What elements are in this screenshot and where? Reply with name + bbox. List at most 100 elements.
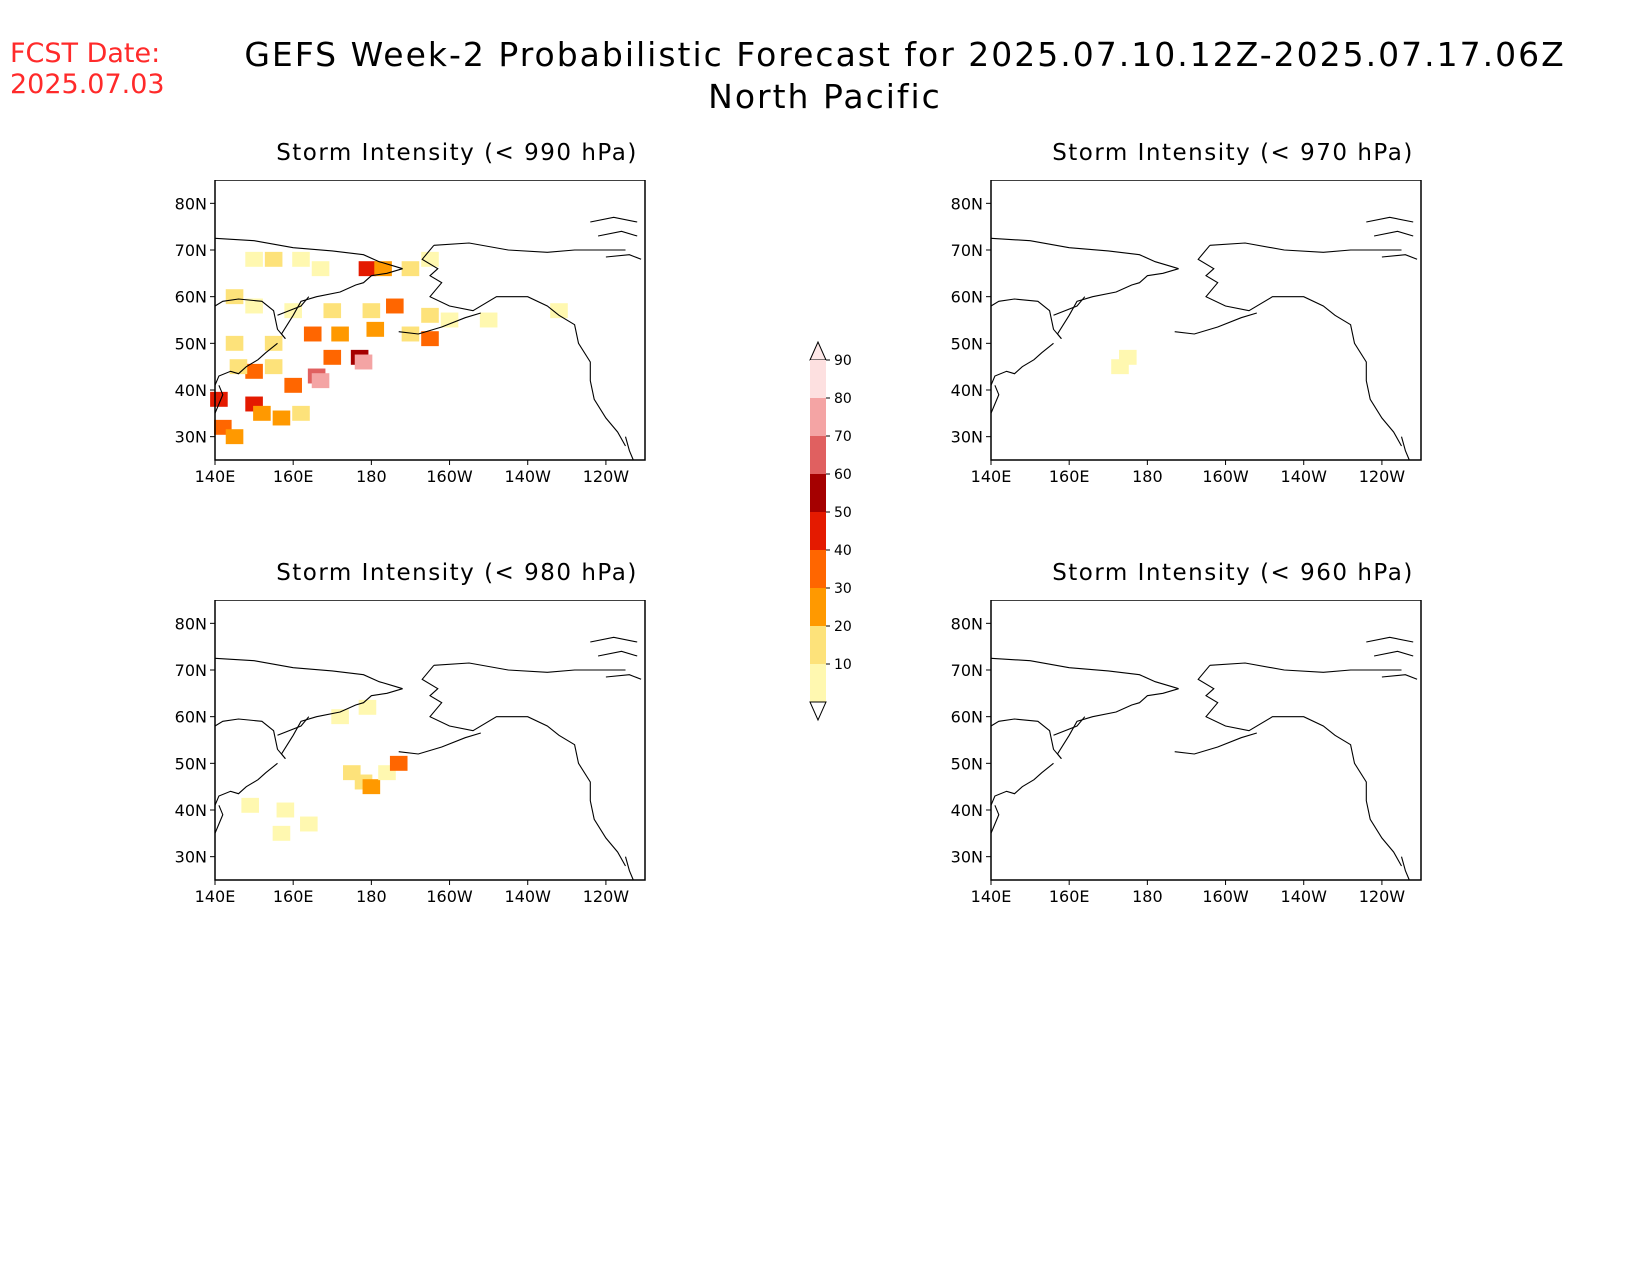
lon-tick-label: 160E: [273, 887, 314, 906]
coastline: [214, 718, 286, 760]
lat-tick-label: 70N: [951, 241, 983, 260]
lat-tick-label: 50N: [175, 754, 207, 773]
probability-cell: [374, 261, 392, 277]
lat-tick-label: 70N: [951, 661, 983, 680]
coastline: [398, 312, 481, 335]
lon-tick-label: 140E: [971, 887, 1012, 906]
colorbar-swatch: [810, 398, 826, 436]
colorbar-swatch: [810, 436, 826, 474]
lon-tick-label: 180: [356, 887, 387, 906]
coastline: [990, 718, 1062, 760]
probability-cell: [276, 802, 295, 818]
probability-cell: [225, 429, 244, 445]
probability-cell: [284, 377, 302, 393]
coastline: [990, 237, 1179, 270]
forecast-date-value: 2025.07.03: [10, 69, 165, 100]
colorbar-label: 60: [834, 467, 852, 483]
probability-cell: [225, 335, 244, 351]
colorbar-bottom-arrow: [809, 701, 827, 722]
coastline: [624, 856, 634, 881]
coastline: [214, 342, 278, 386]
lat-tick-label: 60N: [951, 288, 983, 307]
probability-cells: [1111, 349, 1137, 375]
map-panel-980: 80N 70N 60N 50N 40N 30N 140E 160E 180 160W 140W 120…: [175, 600, 646, 906]
coastline: [990, 762, 1054, 806]
coastline: [214, 298, 286, 340]
map-frame: [214, 180, 646, 461]
lat-tick-label: 80N: [175, 194, 207, 213]
map-panel-970: 80N 70N 60N 50N 40N 30N 140E 160E 180 160W 140W 120…: [951, 180, 1422, 486]
lon-tick-label: 140W: [505, 467, 552, 486]
coastline: [1381, 254, 1418, 260]
coastline: [990, 342, 1054, 386]
lat-tick-label: 50N: [951, 334, 983, 353]
lon-tick-label: 160W: [1202, 467, 1249, 486]
colorbar-label: 40: [834, 543, 852, 559]
probability-cell: [245, 251, 263, 267]
map-panel-960: 80N 70N 60N 50N 40N 30N 140E 160E 180 160W 140W 120…: [951, 600, 1422, 906]
colorbar-swatch: [810, 664, 826, 702]
colorbar-label: 10: [834, 657, 852, 673]
coastline: [990, 657, 1179, 690]
probability-cell: [354, 354, 373, 370]
lon-tick-label: 120W: [1359, 887, 1406, 906]
lon-tick-label: 120W: [583, 887, 630, 906]
panel-title-990: Storm Intensity (< 990 hPa): [276, 140, 638, 166]
figure-title-line2: North Pacific: [708, 77, 942, 116]
lon-tick-label: 160W: [426, 887, 473, 906]
probability-cell: [358, 699, 377, 715]
probability-cell: [440, 312, 459, 328]
lat-tick-label: 40N: [175, 801, 207, 820]
lat-tick-label: 60N: [951, 708, 983, 727]
probability-cell: [323, 303, 342, 319]
colorbar-label: 50: [834, 505, 852, 521]
coastline: [214, 805, 224, 834]
lat-tick-label: 80N: [951, 614, 983, 633]
coastline: [590, 216, 638, 223]
coastline: [1174, 732, 1257, 755]
figure-title: GEFS Week-2 Probabilistic Forecast for 2…: [0, 34, 1650, 118]
probability-cell: [311, 373, 330, 389]
colorbar-label: 70: [834, 429, 852, 445]
colorbar-label: 80: [834, 391, 852, 407]
colorbar-top-arrow: [809, 340, 827, 361]
coastline: [1197, 244, 1402, 447]
lat-tick-label: 50N: [175, 334, 207, 353]
map-frame: [990, 600, 1422, 881]
map-frame: [214, 600, 646, 881]
lat-tick-label: 40N: [951, 381, 983, 400]
probability-cell: [292, 251, 310, 267]
lat-tick-label: 70N: [175, 241, 207, 260]
lon-tick-label: 160W: [1202, 887, 1249, 906]
colorbar-label: 30: [834, 581, 852, 597]
probability-cell: [358, 261, 377, 277]
probability-cell: [245, 363, 263, 379]
lon-tick-label: 140W: [505, 887, 552, 906]
coastline: [421, 664, 626, 867]
probability-cell: [389, 755, 408, 771]
probability-cells: [210, 251, 568, 445]
probability-cell: [362, 303, 381, 319]
coastline: [433, 242, 626, 253]
forecast-date-block: FCST Date: 2025.07.03: [10, 38, 165, 100]
coastline: [280, 688, 403, 760]
coastline: [1209, 242, 1402, 253]
lon-tick-label: 120W: [1359, 467, 1406, 486]
lon-tick-label: 180: [1132, 467, 1163, 486]
probability-cell: [362, 779, 381, 795]
probability-cell: [245, 298, 263, 314]
probability-cell: [253, 405, 271, 421]
probability-cell: [272, 410, 291, 426]
lon-tick-label: 160E: [273, 467, 314, 486]
lon-tick-label: 180: [1132, 887, 1163, 906]
lat-tick-label: 60N: [175, 288, 207, 307]
coastline: [214, 385, 224, 414]
coastline: [214, 762, 278, 806]
lat-tick-label: 80N: [951, 194, 983, 213]
coastline: [398, 732, 481, 755]
coastline: [590, 636, 638, 643]
coastline: [1366, 636, 1414, 643]
coastline: [1053, 296, 1086, 316]
coastline: [990, 385, 1000, 414]
coastline: [1209, 662, 1402, 673]
